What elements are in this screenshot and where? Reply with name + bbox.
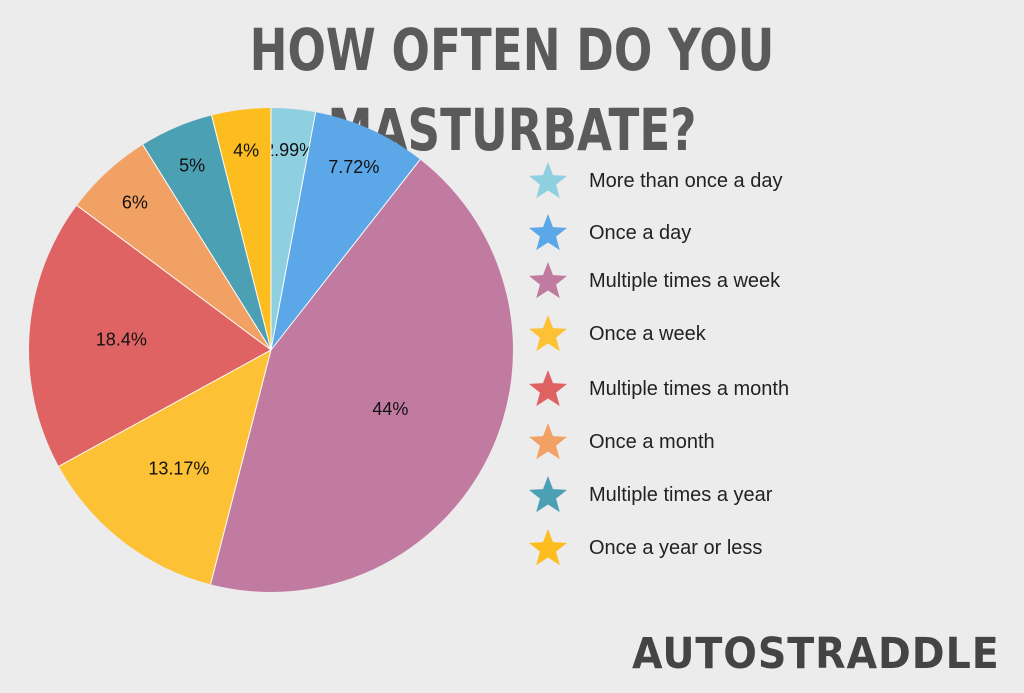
slice-label: 44%: [372, 399, 408, 419]
star-icon: [528, 315, 568, 352]
legend-label: Once a day: [589, 222, 692, 244]
pie-slice: [210, 159, 513, 593]
autostraddle-logo: AUTOSTRADDLE: [632, 629, 1000, 679]
pie-slice: [76, 144, 271, 350]
legend-label: More than once a day: [589, 170, 783, 192]
star-icon: [528, 214, 568, 251]
star-icon: [528, 370, 568, 407]
slice-label: 6%: [122, 192, 148, 212]
legend-label: Once a week: [589, 323, 706, 345]
pie-slice: [271, 112, 421, 350]
star-icon: [528, 476, 568, 513]
slice-separator: [270, 159, 421, 351]
slice-label: 13.17%: [148, 458, 209, 478]
legend-item: Multiple times a week: [527, 260, 887, 300]
legend-item: Once a week: [527, 313, 887, 353]
star-icon: [528, 162, 568, 199]
legend-item: Once a month: [527, 421, 887, 461]
slice-label: 18.4%: [96, 330, 147, 350]
slice-separator: [76, 205, 272, 351]
star-icon: [528, 423, 568, 460]
legend-label: Once a year or less: [589, 537, 763, 559]
slice-separator: [270, 112, 317, 351]
slice-separator: [211, 115, 272, 351]
pie-slice: [58, 350, 272, 585]
star-icon: [528, 262, 568, 299]
slice-separator: [210, 349, 272, 585]
legend-item: Multiple times a month: [527, 368, 887, 408]
legend-label: Once a month: [589, 431, 715, 453]
slice-label: 2.99%: [264, 140, 315, 160]
star-icon: [528, 529, 568, 566]
legend-label: Multiple times a year: [589, 484, 773, 506]
legend-label: Multiple times a month: [589, 378, 790, 400]
legend-item: Once a day: [527, 212, 887, 252]
slice-separator: [58, 349, 272, 467]
legend-label: Multiple times a week: [589, 270, 781, 292]
chart-title: HOW OFTEN DO YOU MASTURBATE?: [249, 16, 775, 164]
legend-item: Multiple times a year: [527, 474, 887, 514]
slice-label: 5%: [179, 155, 205, 175]
pie-slice: [28, 205, 272, 467]
slice-label: 7.72%: [328, 157, 379, 177]
slice-separator: [142, 144, 272, 351]
legend-item: More than once a day: [527, 160, 887, 200]
legend-item: Once a year or less: [527, 527, 887, 567]
pie-slice: [142, 115, 271, 350]
slice-label: 4%: [233, 141, 259, 161]
